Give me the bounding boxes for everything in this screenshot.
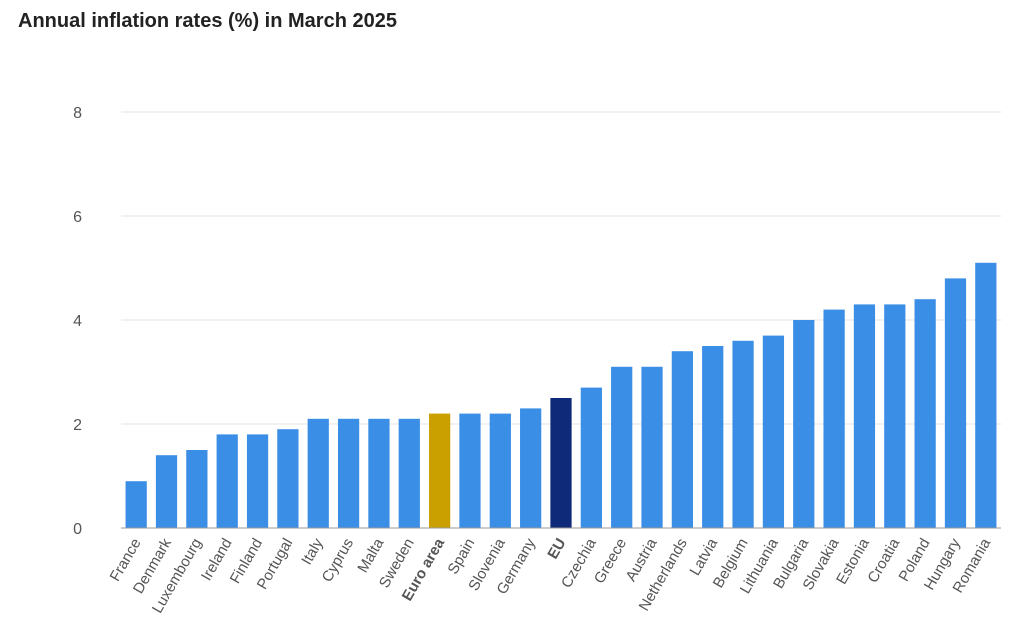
y-tick-label: 8 [73, 105, 82, 122]
y-tick-label: 2 [73, 417, 82, 434]
bar [277, 429, 299, 528]
chart-title: Annual inflation rates (%) in March 2025 [18, 10, 397, 32]
bar [975, 262, 997, 528]
bar [337, 418, 360, 528]
bar [671, 351, 693, 528]
bar [246, 434, 269, 528]
bar [914, 299, 936, 528]
bar [155, 455, 178, 528]
y-tick-label: 6 [73, 209, 82, 226]
bar [884, 304, 906, 528]
y-tick-label: 0 [73, 521, 82, 538]
bar [125, 481, 147, 528]
bar [368, 418, 390, 528]
bar [216, 434, 238, 528]
y-axis-ticks: 0 2 4 6 8 [73, 105, 82, 538]
bar [459, 413, 481, 528]
bar [762, 335, 785, 528]
bar [702, 346, 724, 528]
x-tick-label: EU [544, 536, 569, 563]
bar [580, 387, 602, 528]
bar [793, 320, 815, 528]
x-axis-labels: FranceDenmarkLuxembourgIrelandFinlandPor… [107, 535, 995, 616]
bar [489, 413, 511, 528]
bar [550, 398, 572, 528]
bar [520, 408, 542, 528]
bar [398, 418, 420, 528]
y-tick-label: 4 [73, 313, 82, 330]
bar [944, 278, 967, 528]
bar [611, 366, 633, 528]
bar [853, 304, 876, 528]
bar [186, 450, 208, 528]
bar [429, 413, 451, 528]
bar [641, 366, 663, 528]
x-tick-label: Italy [298, 535, 327, 568]
bars [125, 262, 997, 528]
bar [823, 309, 845, 528]
bar [307, 418, 329, 528]
bar [732, 340, 754, 528]
